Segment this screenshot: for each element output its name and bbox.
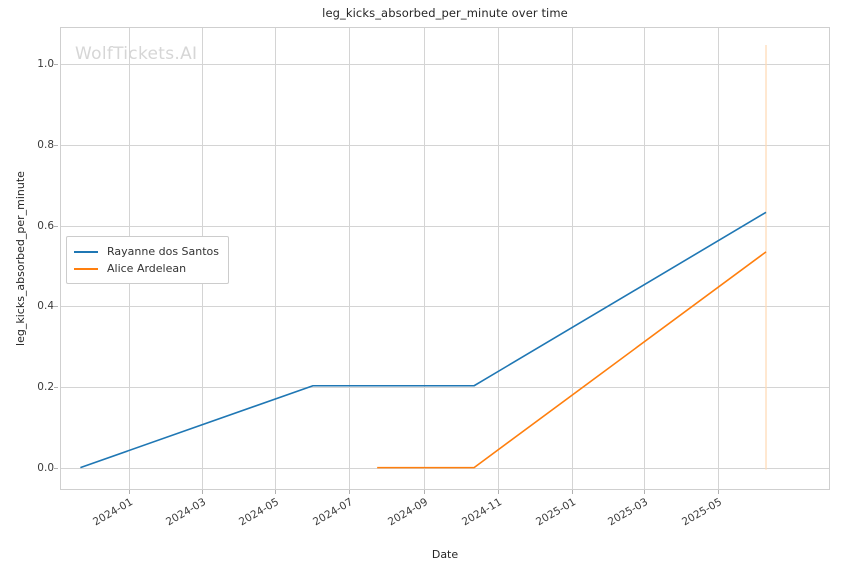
- gridline-horizontal: [61, 225, 829, 227]
- legend-item[interactable]: Rayanne dos Santos: [74, 243, 219, 260]
- legend-color-swatch: [74, 267, 98, 270]
- y-tick-label: 0.8: [37, 138, 54, 151]
- legend-item[interactable]: Alice Ardelean: [74, 260, 219, 277]
- x-tick-mark: [572, 490, 574, 494]
- legend-color-swatch: [74, 250, 98, 253]
- gridline-vertical: [349, 28, 351, 489]
- watermark-text: WolfTickets.AI: [75, 44, 198, 64]
- y-tick-label: 0.0: [37, 461, 54, 474]
- x-tick-mark: [201, 490, 203, 494]
- legend-item-label: Rayanne dos Santos: [107, 245, 220, 258]
- x-tick-mark: [498, 490, 500, 494]
- gridline-vertical: [717, 28, 719, 489]
- y-tick-label: 0.4: [37, 300, 54, 313]
- y-tick-mark: [54, 64, 58, 66]
- x-tick-mark: [643, 490, 645, 494]
- x-tick-mark: [349, 490, 351, 494]
- gridline-vertical: [643, 28, 645, 489]
- gridline-horizontal: [61, 144, 829, 146]
- gridline-vertical: [424, 28, 426, 489]
- gridline-vertical: [498, 28, 500, 489]
- y-tick-mark: [54, 225, 58, 227]
- y-tick-mark: [54, 467, 58, 469]
- x-tick-mark: [717, 490, 719, 494]
- series-line: [80, 211, 767, 469]
- y-tick-label: 0.6: [37, 219, 54, 232]
- gridline-horizontal: [61, 386, 829, 388]
- legend-item-label: Alice Ardelean: [107, 262, 187, 275]
- y-tick-mark: [54, 386, 58, 388]
- gridline-vertical: [275, 28, 277, 489]
- y-tick-label: 0.2: [37, 380, 54, 393]
- x-axis-label: Date: [431, 548, 459, 561]
- legend[interactable]: Rayanne dos Santos Alice Ardelean: [66, 236, 230, 284]
- series-line: [377, 251, 767, 469]
- gridline-vertical: [572, 28, 574, 489]
- gridline-horizontal: [61, 306, 829, 308]
- chart-title: leg_kicks_absorbed_per_minute over time: [322, 6, 568, 20]
- x-tick-mark: [275, 490, 277, 494]
- gridline-horizontal: [61, 64, 829, 66]
- plot-lines: [80, 45, 767, 470]
- y-axis-ticks: 0.0 0.2 0.4 0.6 0.8 1.0: [0, 27, 58, 490]
- y-tick-label: 1.0: [37, 58, 54, 71]
- x-tick-mark: [424, 490, 426, 494]
- x-tick-mark: [128, 490, 130, 494]
- y-tick-mark: [54, 144, 58, 146]
- y-tick-mark: [54, 306, 58, 308]
- x-axis-ticks: 2024-01 2024-03 2024-05 2024-07 2024-09 2024-…: [60, 490, 830, 550]
